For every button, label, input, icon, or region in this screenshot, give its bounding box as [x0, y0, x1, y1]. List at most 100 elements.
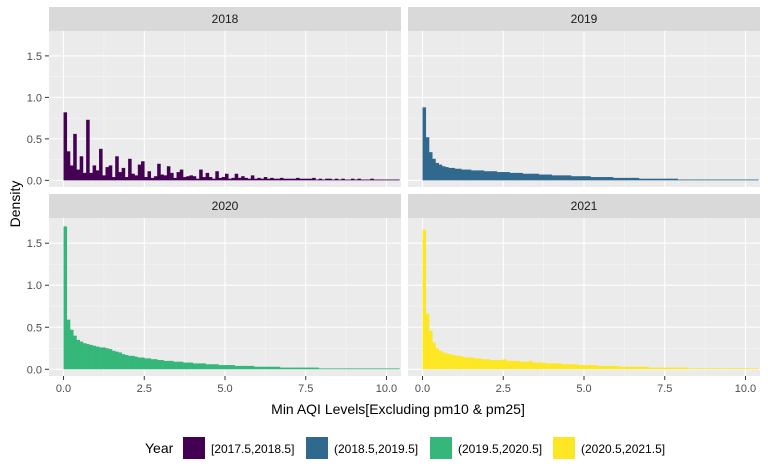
histogram-bar: [69, 165, 74, 181]
histogram-bar: [739, 368, 743, 370]
facet-panel-2020: 2020: [49, 194, 401, 376]
histogram-bar: [157, 360, 161, 370]
histogram-bar: [532, 173, 536, 181]
histogram-bar: [700, 368, 704, 370]
histogram-bar: [558, 363, 562, 370]
histogram-bar: [354, 368, 358, 370]
histogram-bar: [137, 164, 142, 181]
histogram-bar: [357, 178, 361, 181]
x-axis-title: Min AQI Levels[Excluding pm10 & pm25]: [271, 401, 525, 417]
histogram-bar: [370, 368, 374, 370]
facet-panel-2018: 2018: [49, 7, 401, 187]
histogram-bar: [234, 173, 239, 181]
x-tick-label: 0.0: [56, 383, 71, 395]
histogram-bar: [616, 177, 620, 181]
histogram-bar: [713, 368, 717, 370]
facet-strip-label: 2018: [212, 12, 239, 26]
histogram-bar: [729, 368, 733, 370]
histogram-bar: [221, 177, 226, 181]
histogram-bar: [160, 174, 164, 181]
histogram-bar: [674, 178, 678, 181]
histogram-bar: [289, 178, 294, 181]
histogram-bar: [318, 368, 323, 370]
histogram-bar: [86, 344, 90, 370]
histogram-bar: [250, 365, 255, 370]
histogram-bar: [512, 172, 517, 181]
histogram-bar: [425, 137, 430, 181]
histogram-bar: [748, 179, 753, 181]
histogram-bar: [474, 358, 478, 370]
histogram-bar: [137, 357, 142, 370]
histogram-bar: [642, 178, 646, 181]
histogram-bar: [205, 172, 210, 181]
histogram-bar: [703, 368, 708, 370]
x-tick-label: 5.0: [217, 383, 232, 395]
histogram-bar: [590, 177, 594, 181]
facet-strip-label: 2021: [571, 199, 598, 213]
histogram-bar: [609, 365, 614, 370]
histogram-bar: [392, 179, 397, 181]
histogram-bar: [648, 367, 653, 370]
histogram-bar: [509, 360, 514, 370]
histogram-bar: [548, 363, 553, 370]
histogram-bar: [225, 173, 229, 181]
histogram-bar: [254, 366, 258, 370]
y-tick-label: 1.5: [27, 51, 42, 63]
histogram-bar: [716, 179, 720, 181]
y-axis: 0.0 0.5 1.0 1.5 0.0 0.5 1.0 1.5: [27, 51, 49, 376]
histogram-bar: [328, 368, 332, 370]
histogram-bar: [247, 365, 252, 370]
histogram-bar: [350, 178, 355, 181]
histogram-bar: [554, 175, 559, 181]
histogram-bar: [92, 345, 97, 370]
histogram-bar: [257, 366, 261, 370]
histogram-bar: [367, 368, 371, 370]
histogram-bar: [680, 367, 685, 370]
histogram-bar: [554, 363, 559, 370]
histogram-bar: [392, 368, 397, 370]
histogram-bar: [693, 179, 698, 181]
histogram-bar: [228, 178, 232, 181]
histogram-bar: [422, 229, 427, 370]
histogram-bar: [448, 167, 452, 181]
histogram-bar: [629, 177, 633, 181]
histogram-bar: [315, 179, 319, 181]
histogram-bar: [496, 360, 501, 370]
histogram-bar: [128, 158, 132, 181]
histogram-bar: [587, 176, 591, 181]
histogram-bar: [584, 365, 588, 370]
histogram-bar: [347, 179, 352, 181]
histogram-bar: [493, 171, 498, 181]
histogram-bar: [713, 179, 717, 181]
histogram-bar: [567, 175, 572, 181]
histogram-bar: [344, 179, 349, 181]
histogram-bar: [215, 171, 219, 181]
x-tick-label: 10.0: [376, 383, 397, 395]
histogram-bar: [664, 178, 669, 181]
histogram-bar: [121, 167, 126, 181]
histogram-bar: [464, 169, 469, 181]
histogram-bar: [735, 179, 740, 181]
histogram-bar: [454, 355, 459, 370]
histogram-bar: [144, 177, 148, 181]
histogram-bar: [124, 354, 129, 370]
histogram-bar: [525, 173, 530, 181]
histogram-bar: [571, 364, 575, 370]
histogram-bar: [716, 368, 720, 370]
histogram-bar: [425, 313, 430, 370]
histogram-bar: [438, 350, 443, 370]
y-tick-label: 1.0: [27, 92, 42, 104]
histogram-bar: [76, 169, 80, 181]
histogram-bar: [613, 365, 617, 370]
histogram-bar: [260, 366, 265, 370]
histogram-bar: [118, 172, 122, 181]
histogram-bar: [257, 177, 261, 181]
histogram-bar: [279, 177, 284, 181]
histogram-bar: [108, 349, 113, 370]
histogram-bar: [189, 175, 194, 181]
histogram-bar: [600, 177, 604, 181]
histogram-bar: [451, 167, 456, 181]
histogram-bar: [574, 364, 578, 370]
histogram-bar: [92, 165, 97, 181]
histogram-bar: [354, 179, 358, 181]
